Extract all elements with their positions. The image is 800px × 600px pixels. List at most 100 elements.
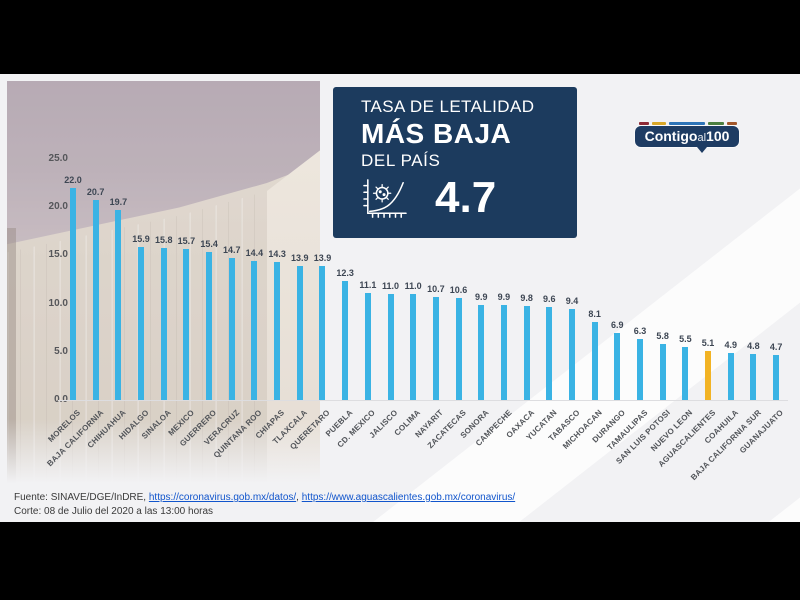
bar-value-label: 9.6 <box>543 294 556 305</box>
bar-value-label: 9.4 <box>565 296 579 307</box>
headline-line1: TASA DE LETALIDAD <box>361 97 535 116</box>
bar-value-label: 14.4 <box>245 248 264 259</box>
bar-durango <box>614 333 621 400</box>
logo-dash <box>652 122 666 125</box>
bar-mexico <box>183 248 190 400</box>
bar-value-label: 13.9 <box>291 253 309 263</box>
fatality-rate-bar-chart: 25.020.015.010.05.00.022.0MORELOS20.7BAJ… <box>0 74 800 522</box>
bar-chihuahua <box>115 210 122 400</box>
cutoff-line: Corte: 08 de Julio del 2020 a las 13:00 … <box>14 506 214 517</box>
bar-value-label: 9.9 <box>474 291 488 302</box>
contigo-al-100-logo: Contigoal100 <box>635 122 739 153</box>
bar-value-label: 12.3 <box>336 268 354 279</box>
headline-line3: DEL PAÍS <box>361 151 441 170</box>
y-axis-tick-label: 0.0 <box>28 394 68 405</box>
source-line: Fuente: SINAVE/DGE/InDRE, https://corona… <box>14 491 515 505</box>
source-link-aguascalientes[interactable]: https://www.aguascalientes.gob.mx/corona… <box>301 492 516 503</box>
bar-value-label: 9.9 <box>497 291 511 302</box>
bar-oaxaca <box>523 305 530 400</box>
y-axis-tick-label: 25.0 <box>48 153 68 164</box>
bar-coahuila <box>727 352 734 400</box>
bar-guerrero <box>206 251 213 400</box>
bar-value-label: 14.3 <box>268 249 286 260</box>
bar-value-label: 19.7 <box>109 197 128 208</box>
headline-box: TASA DE LETALIDAD MÁS BAJA DEL PAÍS <box>333 87 577 238</box>
y-axis-tick-label: 15.0 <box>48 249 68 261</box>
logo-wordmark: Contigoal100 <box>635 126 739 147</box>
bar-value-label: 15.9 <box>132 233 150 244</box>
bar-value-label: 6.3 <box>633 326 647 337</box>
y-axis-tick-label: 10.0 <box>48 297 68 309</box>
bar-morelos <box>70 187 76 400</box>
y-axis-tick-label: 5.0 <box>54 345 68 357</box>
bar-value-label: 5.1 <box>701 337 715 348</box>
bar-value-label: 10.6 <box>449 284 468 295</box>
bar-value-label: 6.9 <box>611 320 624 331</box>
bar-tamaulipas <box>637 339 643 400</box>
source-label: Fuente: SINAVE/DGE/InDRE, <box>14 492 147 503</box>
bar-value-label: 4.9 <box>724 339 737 350</box>
logo-speech-tail <box>697 147 707 153</box>
bar-zacatecas <box>455 297 462 400</box>
headline-line2: MÁS BAJA <box>361 118 512 149</box>
bar-cd-mexico <box>364 292 371 400</box>
bar-value-label: 11.0 <box>382 280 400 291</box>
bar-san-luis-potosi <box>659 344 666 400</box>
building-left-edge <box>7 227 16 489</box>
bar-colima <box>410 293 417 400</box>
source-separator: , <box>296 492 299 503</box>
logo-color-dashes <box>635 122 737 125</box>
bar-veracruz <box>228 258 235 400</box>
bar-guanajuato <box>773 354 780 400</box>
bar-jalisco <box>387 293 394 400</box>
virus-chart-icon <box>363 179 407 218</box>
logo-dash <box>708 122 724 125</box>
source-footer: Fuente: SINAVE/DGE/InDRE, https://corona… <box>14 491 515 519</box>
bar-value-label: 20.7 <box>86 187 105 198</box>
x-axis-baseline <box>58 400 788 401</box>
logo-dash <box>669 122 705 125</box>
bar-value-label: 4.8 <box>747 340 760 351</box>
bar-value-label: 15.4 <box>200 238 218 249</box>
bar-value-label: 11.0 <box>404 280 422 291</box>
bar-value-label: 13.9 <box>313 253 332 263</box>
logo-text-contigo: Contigo <box>644 128 698 144</box>
bar-sonora <box>478 304 485 400</box>
logo-dash <box>639 122 649 125</box>
photo-bottom-fade <box>7 419 320 489</box>
headline-rate-value: 4.7 <box>435 173 497 222</box>
bar-value-label: 5.8 <box>656 331 669 342</box>
bar-baja-california-sur <box>750 353 757 400</box>
bar-value-label: 22.0 <box>64 174 82 185</box>
bar-campeche <box>500 304 507 400</box>
bar-hidalgo <box>138 246 145 400</box>
logo-text-100: 100 <box>706 128 730 144</box>
bar-tlaxcala <box>296 266 303 400</box>
bar-value-label: 4.7 <box>769 341 783 352</box>
bar-nayarit <box>432 296 439 400</box>
slide-background: 25.020.015.010.05.00.022.0MORELOS20.7BAJ… <box>0 74 800 522</box>
bar-value-label: 15.8 <box>154 234 173 245</box>
bar-puebla <box>342 281 349 400</box>
bar-queretaro <box>319 266 326 400</box>
bar-nuevo-leon <box>682 346 689 400</box>
bar-michoacan <box>591 321 598 400</box>
bar-value-label: 14.7 <box>222 245 241 256</box>
bar-tabasco <box>568 309 575 400</box>
bar-quintana-roo <box>251 261 258 400</box>
bar-yucatan <box>546 307 553 400</box>
bar-value-label: 10.7 <box>427 283 445 294</box>
logo-dash <box>727 122 737 125</box>
bar-value-label: 15.7 <box>177 235 196 246</box>
y-axis-tick-label: 20.0 <box>48 201 68 213</box>
bar-value-label: 9.8 <box>520 292 533 303</box>
bar-value-label: 8.1 <box>588 308 601 319</box>
bar-aguascalientes <box>705 350 712 400</box>
logo-text-al: al <box>697 132 707 144</box>
source-link-coronavirus-gob[interactable]: https://coronavirus.gob.mx/datos/ <box>148 492 297 503</box>
bar-sinaloa <box>160 247 167 400</box>
bar-baja-california <box>92 200 99 400</box>
bar-value-label: 11.1 <box>359 279 377 290</box>
bar-value-label: 5.5 <box>679 333 692 344</box>
